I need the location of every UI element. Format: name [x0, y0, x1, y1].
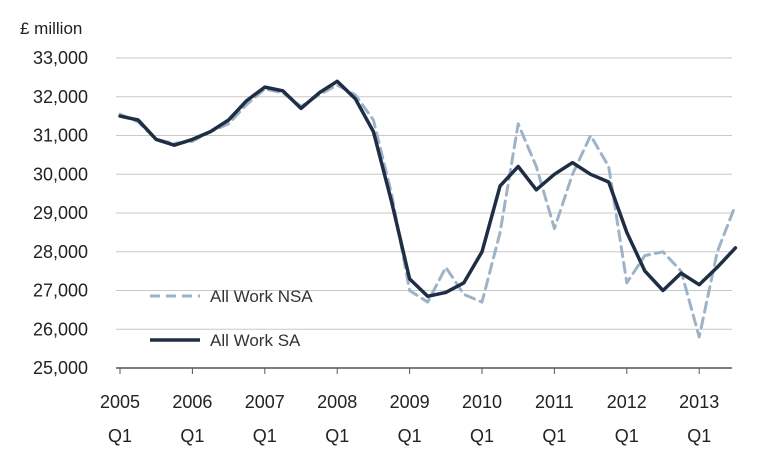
y-tick-label: 30,000 [33, 164, 88, 184]
x-tick-label-quarter: Q1 [542, 426, 566, 446]
y-axis-unit-label: £ million [20, 19, 82, 38]
y-tick-label: 31,000 [33, 126, 88, 146]
x-tick-label-quarter: Q1 [108, 426, 132, 446]
x-tick-label-year: 2009 [390, 392, 430, 412]
x-tick-label-quarter: Q1 [325, 426, 349, 446]
x-tick-label-quarter: Q1 [687, 426, 711, 446]
axes: 25,000 26,000 27,000 28,000 29,000 30,000 31,0… [33, 48, 719, 446]
gridlines [116, 57, 732, 369]
x-tick-label-quarter: Q1 [180, 426, 204, 446]
x-tick-label-year: 2008 [317, 392, 357, 412]
x-tick-label-year: 2011 [535, 392, 574, 412]
x-tick-label-year: 2006 [172, 392, 212, 412]
series-lines [118, 79, 738, 339]
y-tick-label: 29,000 [33, 203, 88, 223]
x-tick-label-quarter: Q1 [615, 426, 639, 446]
y-tick-label: 28,000 [33, 242, 88, 262]
legend-label: All Work NSA [210, 287, 313, 306]
x-tick-label-year: 2005 [100, 392, 140, 412]
x-tick-label-quarter: Q1 [470, 426, 494, 446]
x-tick-label-year: 2013 [679, 392, 719, 412]
legend-label: All Work SA [210, 331, 301, 350]
legend: All Work NSA All Work SA [150, 287, 313, 350]
y-tick-label: 27,000 [33, 281, 88, 301]
x-tick-label-year: 2007 [245, 392, 285, 412]
series-line-sa [118, 79, 738, 299]
x-tick-label-quarter: Q1 [253, 426, 277, 446]
x-tick-label-year: 2012 [607, 392, 647, 412]
x-tick-label-quarter: Q1 [398, 426, 422, 446]
y-tick-label: 33,000 [33, 48, 88, 68]
y-tick-label: 25,000 [33, 358, 88, 378]
x-tick-label-year: 2010 [462, 392, 502, 412]
y-tick-label: 26,000 [33, 319, 88, 339]
series-line-nsa [118, 83, 737, 339]
y-tick-label: 32,000 [33, 87, 88, 107]
